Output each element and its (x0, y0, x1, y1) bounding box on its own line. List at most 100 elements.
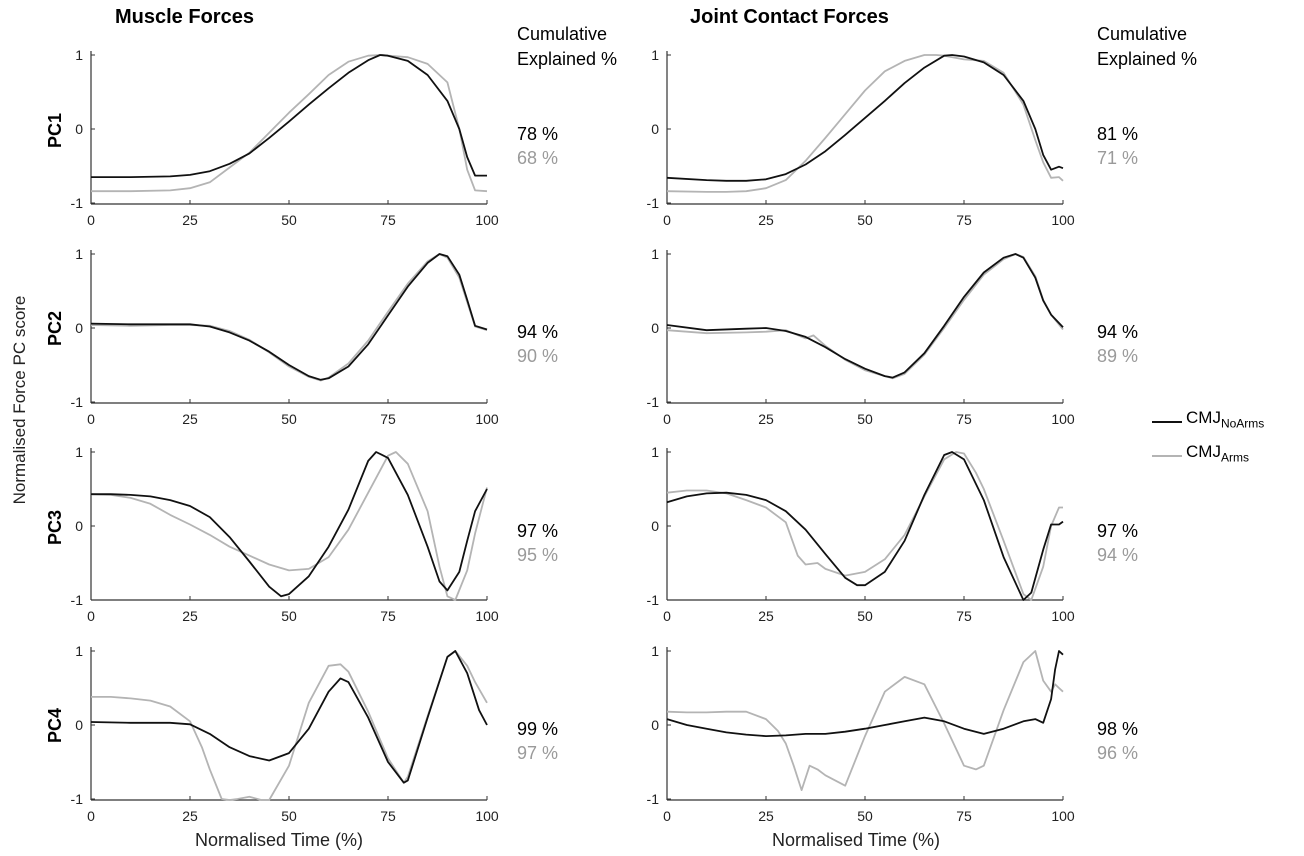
x-tick-label: 25 (182, 608, 198, 624)
pct-pc4-joint-arms: 96 % (1097, 743, 1139, 763)
x-tick-label: 25 (758, 808, 774, 824)
x-tick-label: 75 (956, 608, 972, 624)
x-tick-label: 100 (475, 411, 499, 427)
x-tick-label: 100 (1051, 411, 1075, 427)
y-tick-label: -1 (71, 394, 84, 410)
y-tick-label: 1 (651, 444, 659, 460)
cumulative-header-right-line2: Explained % (1097, 49, 1198, 69)
series-line-cmjarms (666, 650, 1064, 791)
legend-swatch-arms (1152, 455, 1182, 457)
pct-pc2-muscle-noarms: 94 % (517, 322, 559, 342)
y-tick-label: 1 (651, 246, 659, 262)
x-tick-label: 50 (857, 212, 873, 228)
x-tick-label: 50 (281, 212, 297, 228)
y-tick-label: 1 (651, 47, 659, 63)
series-line-cmjnoarms (666, 253, 1064, 379)
series-line-cmjarms (90, 451, 488, 601)
y-tick-label: -1 (647, 592, 660, 608)
pct-pc2-joint-arms: 89 % (1097, 346, 1139, 366)
pct-pc4-muscle-noarms: 99 % (517, 719, 559, 739)
x-tick-label: 0 (663, 808, 671, 824)
x-tick-label: 75 (380, 608, 396, 624)
x-tick-label: 100 (475, 212, 499, 228)
y-tick-label: 1 (75, 246, 83, 262)
y-tick-label: -1 (647, 195, 660, 211)
row-label-pc1: PC1 (45, 112, 66, 149)
y-tick-label: 0 (651, 717, 659, 733)
x-tick-label: 25 (758, 212, 774, 228)
y-tick-label: -1 (71, 791, 84, 807)
pct-pc4-muscle-arms: 97 % (517, 743, 559, 763)
x-tick-label: 75 (956, 808, 972, 824)
x-tick-label: 50 (281, 608, 297, 624)
x-axis-title-left: Normalised Time (%) (195, 830, 364, 850)
cumulative-header-right-line1: Cumulative (1097, 24, 1188, 44)
y-tick-label: 1 (651, 643, 659, 659)
x-tick-label: 50 (281, 808, 297, 824)
x-tick-label: 0 (663, 608, 671, 624)
legend-label-noarms: CMJNoArms (1186, 408, 1265, 431)
x-tick-label: 50 (281, 411, 297, 427)
right-column-title: Joint Contact Forces (690, 6, 889, 28)
x-tick-label: 100 (1051, 212, 1075, 228)
x-tick-label: 25 (758, 411, 774, 427)
series-line-cmjarms (91, 54, 488, 193)
legend-label-arms: CMJArms (1186, 442, 1249, 465)
series-line-cmjnoarms (666, 650, 1064, 737)
x-tick-label: 25 (758, 608, 774, 624)
x-tick-label: 100 (475, 608, 499, 624)
pct-pc1-joint-noarms: 81 % (1097, 124, 1139, 144)
y-tick-label: 1 (75, 643, 83, 659)
x-tick-label: 100 (1051, 608, 1075, 624)
y-tick-label: -1 (71, 592, 84, 608)
x-tick-label: 75 (380, 212, 396, 228)
x-tick-label: 0 (87, 808, 95, 824)
y-tick-label: 0 (75, 518, 83, 534)
series-line-cmjnoarms (90, 650, 488, 784)
x-tick-label: 75 (956, 411, 972, 427)
pct-pc2-joint-noarms: 94 % (1097, 322, 1139, 342)
x-tick-label: 0 (87, 212, 95, 228)
x-tick-label: 0 (87, 411, 95, 427)
x-tick-label: 50 (857, 411, 873, 427)
y-tick-label: -1 (647, 394, 660, 410)
series-line-cmjarms (666, 253, 1064, 380)
x-tick-label: 75 (380, 411, 396, 427)
x-axis-title-right: Normalised Time (%) (772, 830, 941, 850)
x-tick-label: 0 (87, 608, 95, 624)
y-axis-title: Normalised Force PC score (10, 295, 29, 505)
pct-pc3-muscle-noarms: 97 % (517, 521, 559, 541)
x-tick-label: 25 (182, 808, 198, 824)
pct-pc1-muscle-noarms: 78 % (517, 124, 559, 144)
pct-pc1-joint-arms: 71 % (1097, 148, 1139, 168)
series-line-cmjarms (91, 650, 488, 801)
series-line-cmjnoarms (666, 451, 1064, 601)
x-tick-label: 100 (1051, 808, 1075, 824)
series-line-cmjnoarms (666, 54, 1064, 182)
y-tick-label: 0 (651, 121, 659, 137)
y-tick-label: 0 (75, 717, 83, 733)
y-tick-label: 0 (75, 121, 83, 137)
series-line-cmjarms (666, 451, 1063, 601)
series-line-cmjnoarms (91, 54, 487, 179)
row-label-pc3: PC3 (45, 509, 66, 546)
x-tick-label: 25 (182, 212, 198, 228)
series-line-cmjnoarms (91, 451, 488, 598)
cumulative-header-left-line1: Cumulative (517, 24, 608, 44)
pct-pc3-joint-noarms: 97 % (1097, 521, 1139, 541)
x-tick-label: 0 (663, 212, 671, 228)
pct-pc2-muscle-arms: 90 % (517, 346, 559, 366)
x-tick-label: 25 (182, 411, 198, 427)
cumulative-header-left-line2: Explained % (517, 49, 618, 69)
y-tick-label: 1 (75, 444, 83, 460)
pct-pc3-muscle-arms: 95 % (517, 545, 559, 565)
pct-pc4-joint-noarms: 98 % (1097, 719, 1139, 739)
x-tick-label: 75 (956, 212, 972, 228)
